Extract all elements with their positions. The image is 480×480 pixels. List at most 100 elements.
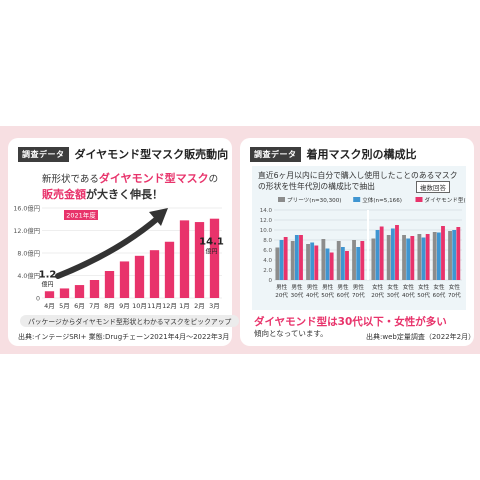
x-tick-label-sex: 男性 [276, 283, 288, 291]
bar [310, 242, 315, 280]
y-tick-label: 14.0 [260, 208, 273, 214]
bar [379, 226, 384, 280]
bar [436, 232, 441, 280]
y-tick-label: 10.0 [260, 228, 273, 234]
bar [432, 232, 437, 280]
left-panel-header: 調査データ ダイヤモンド型マスク販売動向 [18, 146, 228, 162]
y-tick-label: 8.0 [263, 238, 272, 244]
bar [375, 230, 380, 280]
bar [314, 245, 319, 280]
x-tick-label-age: 30代 [291, 291, 304, 299]
bar [410, 236, 415, 280]
bar [59, 288, 70, 298]
headline-highlight: 販売金額 [42, 188, 86, 201]
legend-swatch [353, 197, 361, 202]
x-tick-label-sex: 女性 [449, 283, 461, 291]
bar [345, 251, 349, 280]
x-tick-label-age: 50代 [321, 291, 334, 299]
start-unit-label: 億円 [41, 280, 53, 288]
multiple-answer-badge: 複数回答 [416, 181, 450, 193]
x-tick-label-age: 40代 [402, 291, 415, 299]
y-tick-label: 8.0億円 [17, 249, 40, 258]
legend-swatch [278, 197, 285, 202]
bar [134, 255, 145, 298]
bar [425, 234, 430, 280]
bar [390, 228, 395, 280]
bar [306, 244, 310, 280]
legend-label: プリーツ(n=30,300) [287, 197, 341, 204]
bar [299, 235, 303, 280]
bar [279, 240, 284, 280]
legend-label: ダイヤモンド型(n=5,774) [425, 196, 467, 204]
bar [164, 241, 175, 298]
bar [395, 225, 399, 280]
x-tick-label: 4月 [44, 302, 55, 310]
legend-label: 立体(n=5,166) [362, 196, 402, 204]
bar [74, 285, 85, 298]
x-tick-label-age: 40代 [306, 291, 319, 299]
x-tick-label: 1月 [179, 302, 190, 310]
x-tick-label-sex: 女性 [433, 283, 445, 291]
right-panel-header: 調査データ 着用マスク別の構成比 [250, 146, 417, 162]
headline-text: の [208, 174, 219, 185]
x-tick-label-sex: 男性 [322, 283, 334, 291]
y-tick-label: 12.0 [260, 218, 273, 224]
bar [456, 227, 461, 280]
legend-swatch [415, 197, 423, 202]
bar [294, 235, 299, 280]
x-tick-label-sex: 男性 [353, 283, 365, 291]
x-tick-label-sex: 女性 [418, 283, 430, 291]
bar [209, 218, 220, 298]
x-tick-label: 5月 [59, 302, 70, 310]
x-tick-label: 11月 [147, 302, 162, 310]
y-tick-label: 4.0 [263, 258, 272, 264]
x-tick-label-sex: 女性 [387, 283, 399, 291]
survey-data-tag: 調査データ [250, 146, 301, 162]
x-tick-label-sex: 男性 [307, 283, 319, 291]
left-headline-line2: 販売金額が大きく伸長！ [42, 186, 163, 202]
y-tick-label: 16.0億円 [13, 204, 40, 213]
left-source: 出典:インテージSRI+ 業態:Drugチェーン2021年4月〜2022年3月 [18, 333, 230, 341]
year-badge-label: 2021年度 [66, 211, 96, 220]
right-panel-title: 着用マスク別の構成比 [306, 148, 417, 161]
left-panel-title: ダイヤモンド型マスク販売動向 [74, 148, 229, 161]
mask-composition-panel: 調査データ 着用マスク別の構成比 直近6ヶ月以内に自分で購入し使用したことのある… [240, 138, 476, 346]
bar [104, 271, 115, 298]
x-tick-label-age: 60代 [433, 291, 446, 299]
x-tick-label-age: 20代 [275, 291, 288, 299]
right-source: 出典:web定量調査（2022年2月） [366, 333, 476, 341]
x-tick-label-age: 50代 [417, 291, 430, 299]
bar [448, 231, 452, 280]
x-tick-label: 3月 [209, 302, 220, 310]
bar [290, 241, 295, 280]
bar [417, 234, 422, 280]
x-tick-label: 7月 [89, 302, 100, 310]
bar [325, 248, 330, 280]
x-tick-label: 6月 [74, 302, 85, 310]
composition-bar-chart: 0 2.0 4.0 6.0 8.0 10.0 12.0 14.0 プリーツ(n=30,300) 立… [260, 196, 467, 299]
bar [356, 247, 361, 280]
bar [452, 230, 457, 280]
survey-description-2: の形状を性年代別の構成比で抽出 [258, 182, 375, 191]
headline-text: が大きく伸長！ [86, 188, 163, 201]
year-badge-bg [64, 210, 98, 220]
left-headline-line1: 新形状であるダイヤモンド型マスクの [42, 170, 218, 186]
x-tick-label-sex: 男性 [337, 283, 349, 291]
survey-description-1: 直近6ヶ月以内に自分で購入し使用したことのあるマスク [258, 171, 458, 180]
x-tick-label-age: 70代 [448, 291, 461, 299]
x-tick-label: 10月 [132, 302, 147, 310]
x-tick-label-age: 60代 [337, 291, 350, 299]
bar [386, 235, 391, 280]
x-tick-label: 2月 [194, 302, 205, 310]
bar [360, 241, 365, 280]
bar [44, 291, 55, 298]
x-tick-label: 9月 [119, 302, 130, 310]
headline-highlight: ダイヤモンド型マスク [98, 172, 209, 185]
y-tick-label: 6.0 [263, 248, 272, 254]
end-value-label: 14.1 [199, 237, 224, 248]
x-tick-label-age: 30代 [387, 291, 400, 299]
bar [352, 240, 356, 280]
bar [441, 226, 445, 280]
bar [421, 237, 426, 280]
bar [321, 239, 326, 280]
